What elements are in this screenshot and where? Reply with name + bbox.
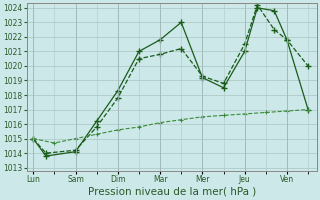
X-axis label: Pression niveau de la mer( hPa ): Pression niveau de la mer( hPa )	[88, 187, 256, 197]
